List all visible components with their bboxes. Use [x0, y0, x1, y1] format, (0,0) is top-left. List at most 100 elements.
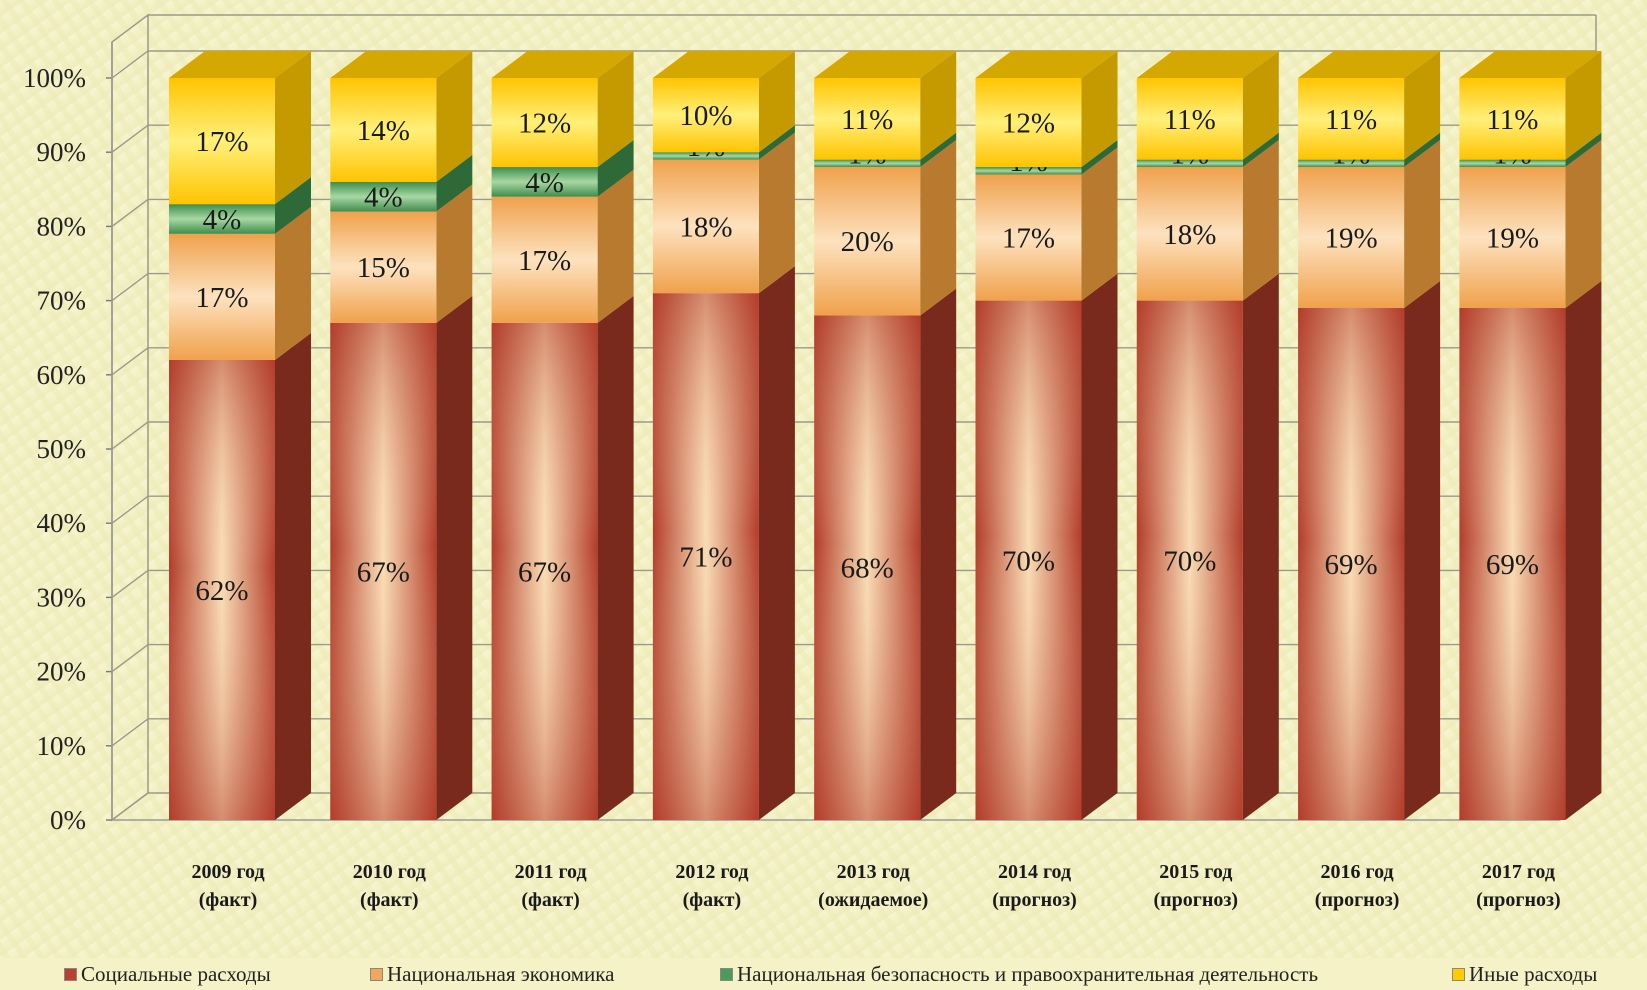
bar-segment-security — [169, 204, 275, 234]
bars: 62% 17% 4% 17% 67% 15% 4% 14% 67% 17% 4% 12% 71% 18% 1… — [169, 51, 1602, 821]
data-label: 14% — [357, 115, 410, 147]
data-label: 69% — [1325, 549, 1378, 581]
y-tick-label: 70% — [37, 286, 87, 316]
bar-segment-other — [1298, 78, 1405, 160]
bar-side-social — [1242, 273, 1279, 821]
bar-segment-economy — [1298, 167, 1405, 309]
bar-segment-other — [652, 78, 759, 153]
data-label: 17% — [195, 126, 248, 158]
bar-top — [1459, 51, 1602, 78]
legend-item-social: Социальные расходы — [64, 962, 271, 987]
bar-segment-other — [814, 78, 921, 160]
bar-side-other — [275, 51, 311, 205]
bar-side-security — [1565, 132, 1602, 168]
data-label: 12% — [518, 108, 571, 140]
x-tick-label: 2011 год — [515, 861, 587, 883]
y-tick-label: 30% — [37, 582, 87, 612]
x-tick-label: (факт) — [360, 889, 419, 911]
x-tick-label: 2014 год — [998, 861, 1071, 883]
bar-side-social — [1404, 281, 1441, 820]
bar-top — [975, 51, 1118, 78]
bar-segment-other — [330, 78, 437, 182]
bar-segment-security — [1459, 159, 1566, 168]
x-tick-label: (ожидаемое) — [818, 889, 928, 911]
data-label: 17% — [195, 282, 248, 314]
y-tick-label: 20% — [37, 657, 87, 687]
bar-side-security — [1242, 132, 1279, 168]
data-label: 4% — [364, 182, 403, 214]
bar-segment-other — [169, 78, 275, 205]
bar-segment-economy — [330, 211, 437, 323]
bar-segment-economy — [814, 167, 921, 316]
bar-side-security — [1081, 140, 1118, 175]
x-tick-label: (факт) — [683, 889, 742, 911]
data-label: 11% — [1486, 104, 1538, 136]
bar-top — [652, 51, 795, 78]
bar-stack: 69%19%1%11% — [1459, 51, 1602, 820]
legend-item-economy: Национальная экономика — [370, 962, 614, 987]
bar-side-social — [597, 295, 634, 820]
data-label: 18% — [1163, 219, 1216, 251]
bar-side-other — [758, 51, 795, 153]
bar-segment-security — [652, 152, 759, 160]
bar-side-economy — [436, 184, 473, 323]
bar-side-other — [597, 51, 634, 168]
bar-segment-economy — [652, 159, 759, 294]
data-label: 70% — [1002, 545, 1055, 577]
data-label: 68% — [841, 553, 894, 585]
x-tick-label: (прогноз) — [1476, 889, 1561, 911]
bar-top — [330, 51, 473, 78]
bar-stack: 67% 15% 4% 14% — [330, 51, 473, 820]
legend-label: Социальные расходы — [81, 962, 271, 986]
x-axis: 2009 год (факт) 2010 год (факт) 2011 год (фак… — [191, 861, 1560, 911]
bar-shade — [169, 359, 275, 820]
data-label: 19% — [1486, 223, 1539, 255]
data-label: 70% — [1163, 545, 1216, 577]
y-tick-label: 0% — [50, 805, 86, 835]
data-label: 4% — [525, 167, 564, 199]
y-tick-label: 60% — [37, 360, 87, 390]
x-tick-label: (прогноз) — [1153, 889, 1238, 911]
bar-segment-economy — [169, 233, 275, 360]
bar-side-other — [1404, 51, 1441, 160]
bar-top — [169, 51, 311, 78]
bar-stack: 69%19%1%11% — [1298, 51, 1441, 820]
bar-side-economy — [920, 140, 957, 316]
bar-side-social — [436, 295, 473, 820]
y-tick-label: 50% — [37, 434, 87, 464]
x-tick-label: (факт) — [199, 889, 258, 911]
x-tick-label: 2016 год — [1321, 861, 1394, 883]
bar-side-other — [1081, 51, 1118, 168]
bar-segment-economy — [1459, 167, 1566, 309]
bar-stack: 68%20%1%11% — [814, 51, 957, 820]
bar-shade — [1136, 300, 1243, 821]
bar-side-social — [1565, 281, 1602, 820]
bar-side-social — [1081, 273, 1118, 821]
data-label: 67% — [518, 556, 571, 588]
bar-shade — [814, 315, 921, 820]
bar-side-social — [275, 332, 311, 820]
bar-stack: 62% 17% 4% 17% — [169, 51, 311, 820]
bar-shade — [491, 322, 598, 820]
y-tick-label: 90% — [37, 137, 87, 167]
bar-segment-security — [330, 181, 437, 212]
data-label: 11% — [841, 104, 893, 136]
x-tick-label: (прогноз) — [1315, 889, 1400, 911]
legend-swatch-social — [64, 968, 77, 981]
bar-side-social — [920, 288, 957, 820]
legend-item-security: Национальная безопасность и правоохранит… — [720, 962, 1318, 987]
data-label: 19% — [1325, 223, 1378, 255]
bar-side-security — [920, 132, 957, 168]
y-tick-label: 40% — [37, 508, 87, 538]
bar-side-security — [597, 140, 634, 197]
bar-shade — [1459, 308, 1566, 820]
bar-top — [1298, 51, 1441, 78]
bar-segment-economy — [491, 196, 598, 323]
y-tick-label: 80% — [37, 211, 87, 241]
bar-stack: 67% 17% 4% 12% — [491, 51, 634, 820]
x-tick-label: 2013 год — [837, 861, 910, 883]
data-label: 11% — [1164, 104, 1216, 136]
bar-side-other — [1565, 51, 1602, 160]
data-label: 17% — [1002, 223, 1055, 255]
bar-side-security — [758, 125, 795, 160]
